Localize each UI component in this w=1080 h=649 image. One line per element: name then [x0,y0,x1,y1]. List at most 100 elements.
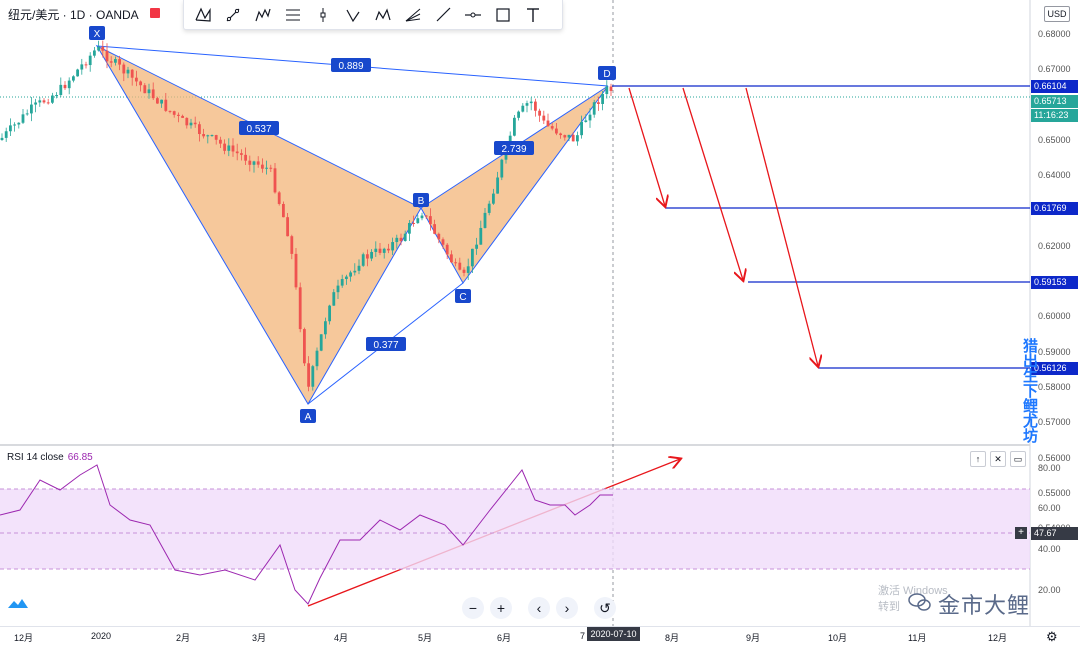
symbol-title[interactable]: 纽元/美元 · 1D · OANDA [8,8,139,22]
candle-body [122,64,126,74]
candle-body [114,59,117,63]
candle-body [72,76,75,81]
text-tool-icon[interactable] [522,4,544,26]
candle-body [135,77,138,82]
candle-body [67,80,71,89]
pattern-point-labels: X A B C D [89,26,616,423]
fib-retracement-icon[interactable] [282,4,304,26]
activation-watermark: 激活 Windows 转到 [878,585,948,613]
time-tick: 10月 [828,633,848,643]
candle-body [210,135,214,137]
time-tick: 5月 [418,633,433,643]
reset-chart-button[interactable]: ↺ [594,597,616,619]
time-tick: 8月 [665,633,680,643]
rsi-title: RSI 14 close [7,452,64,463]
trendline-icon[interactable] [222,4,244,26]
elliott-wave-icon[interactable] [252,4,274,26]
candle-body [483,212,487,228]
candle-body [521,105,525,112]
candle-body [370,251,373,259]
candle-body [256,161,260,165]
horizontal-line-icon[interactable] [462,4,484,26]
candle-body [567,134,571,138]
candle-body [231,145,235,152]
head-shoulders-icon[interactable] [372,4,394,26]
candle-body [382,248,386,253]
xabcd-pattern-icon[interactable] [192,4,214,26]
candle-body [601,94,604,104]
candle-body [466,266,470,273]
triangle-pattern-icon[interactable] [342,4,364,26]
candle-body [525,103,529,106]
candle-body [265,167,268,169]
ratio-xd: 0.889 [338,61,363,72]
candle-body [9,125,12,132]
rectangle-icon[interactable] [492,4,514,26]
candle-body [252,161,256,165]
price-tick: 0.60000 [1038,311,1071,322]
price-tick: 0.62000 [1038,240,1071,251]
candle-body [105,50,109,62]
candle-body [487,203,491,213]
candle-body [240,153,243,155]
candle-body [576,135,579,142]
zoom-out-button[interactable]: − [462,597,484,619]
candle-body [584,120,588,122]
currency-badge[interactable]: USD [1044,6,1070,22]
candle-body [424,215,428,217]
ratio-bcd: 2.739 [501,144,526,155]
candle-body [34,102,37,105]
candle-body [345,276,348,280]
scroll-left-button[interactable]: ‹ [528,597,550,619]
candle-body [42,100,46,103]
time-tick: 7 [580,631,586,641]
candle-body [605,86,609,95]
candle-body [550,126,554,129]
candle-body [160,99,163,104]
candle-body [223,143,226,151]
candle-body [172,111,176,115]
projection-arrows [307,87,818,607]
rsi-legend[interactable]: RSI 14 close 66.85 [7,452,93,463]
time-axis[interactable]: 12月 2020 2月 3月 4月 5月 6月 7 8月 9月 10月 11月 12月 [0,626,1080,649]
candle-body [177,114,180,116]
add-plus-icon[interactable]: + [1015,527,1027,539]
candle-body [181,115,184,118]
tradingview-logo-icon[interactable] [6,596,30,612]
candle-body [30,104,33,114]
candle-body [420,215,424,219]
candle-body [63,84,67,89]
candle-body [592,102,596,115]
zoom-in-button[interactable]: + [490,597,512,619]
pane-maximize-button[interactable]: ▭ [1010,451,1026,467]
candle-body [508,135,512,145]
candle-body [235,151,239,154]
gann-fan-icon[interactable] [402,4,424,26]
candle-body [294,253,298,288]
candle-body [332,292,336,306]
candle-body [416,218,420,224]
candle-body [517,111,520,118]
gear-icon[interactable]: ⚙ [1046,629,1058,644]
candle-body [399,237,403,242]
ray-icon[interactable] [432,4,454,26]
candle-body [202,134,205,137]
pane-close-button[interactable]: ✕ [990,451,1006,467]
candle-body [311,366,315,387]
pane-up-button[interactable]: ↑ [970,451,986,467]
candle-body [324,321,327,335]
candle-body [391,242,394,251]
candle-body [479,227,483,245]
candle-body [59,84,63,95]
candle-body [387,248,390,251]
time-tick: 12月 [988,633,1008,643]
target-1-price: 0.61769 [1031,202,1078,215]
vertical-line-icon[interactable] [312,4,334,26]
time-tick: 9月 [746,633,761,643]
candle-body [336,285,340,293]
candle-body [307,363,310,387]
scroll-right-button[interactable]: › [556,597,578,619]
candle-body [76,69,79,77]
candle-body [353,270,357,273]
